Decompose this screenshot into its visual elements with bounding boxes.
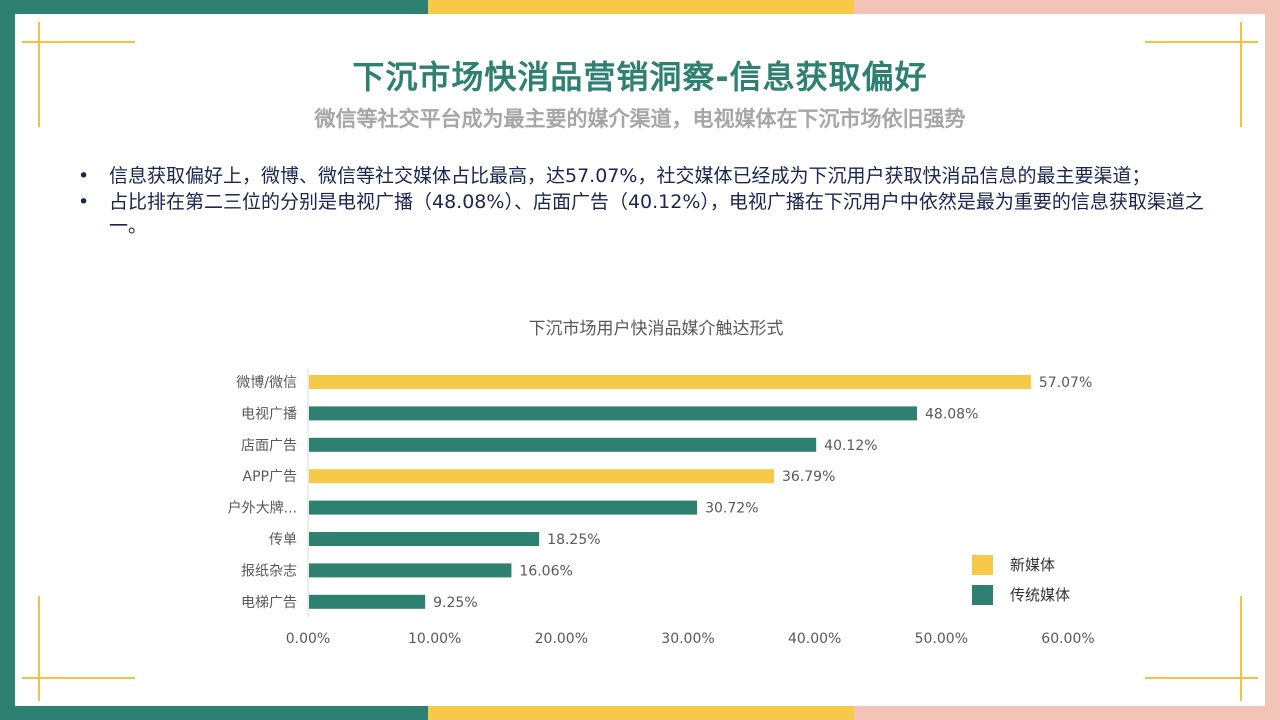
category-label: 电梯广告: [241, 595, 297, 611]
x-tick-label: 0.00%: [286, 631, 330, 647]
edge-left-green: [0, 0, 15, 720]
corner-tl-v: [38, 22, 40, 127]
legend-label: 传统媒体: [1010, 586, 1070, 604]
edge-top-pink: [854, 0, 1280, 14]
data-label: 18.25%: [547, 532, 600, 548]
legend-label: 新媒体: [1010, 556, 1055, 574]
bullet-item: • 占比排在第二三位的分别是电视广播（48.08%）、店面广告（40.12%），…: [78, 190, 1218, 238]
edge-right-pink: [1265, 0, 1280, 720]
bar: [309, 469, 775, 484]
category-label: 户外大牌...: [228, 500, 297, 517]
bar: [309, 406, 918, 421]
legend-swatch: [972, 555, 993, 575]
edge-bottom-green: [0, 706, 428, 720]
page-subtitle: 微信等社交平台成为最主要的媒介渠道，电视媒体在下沉市场依旧强势: [314, 107, 966, 131]
category-label: 微博/微信: [236, 374, 297, 391]
category-label: 电视广播: [241, 406, 297, 422]
bullet-marker: •: [78, 165, 90, 187]
x-tick-label: 10.00%: [408, 631, 461, 647]
x-tick-label: 20.00%: [535, 631, 588, 647]
edge-top-green: [0, 0, 428, 14]
chart-title: 下沉市场用户快消品媒介触达形式: [529, 319, 784, 339]
category-label: 报纸杂志: [241, 563, 297, 579]
bar: [309, 500, 698, 515]
category-label: 店面广告: [241, 438, 297, 454]
corner-bl-v: [38, 596, 40, 701]
corner-tl-h: [22, 41, 135, 43]
x-tick-label: 40.00%: [788, 631, 841, 647]
legend-swatch: [972, 585, 993, 605]
bar: [309, 594, 426, 609]
bullet-text: 占比排在第二三位的分别是电视广播（48.08%）、店面广告（40.12%），电视…: [109, 191, 1204, 237]
category-label: APP广告: [243, 469, 297, 485]
data-label: 36.79%: [782, 469, 835, 485]
x-tick-label: 50.00%: [915, 631, 968, 647]
corner-tr-v: [1240, 22, 1242, 127]
corner-bl-h: [22, 677, 135, 679]
data-label: 30.72%: [705, 501, 758, 517]
bar: [309, 437, 817, 452]
data-label: 9.25%: [433, 595, 477, 611]
data-label: 57.07%: [1039, 375, 1092, 391]
x-tick-label: 60.00%: [1041, 631, 1094, 647]
edge-bottom-yellow: [428, 706, 854, 720]
corner-br-v: [1240, 596, 1242, 701]
bullet-item: • 信息获取偏好上，微博、微信等社交媒体占比最高，达57.07%，社交媒体已经成…: [78, 164, 1218, 188]
bullet-marker: •: [78, 191, 90, 213]
data-label: 16.06%: [519, 563, 572, 579]
bar: [309, 532, 540, 546]
edge-top-yellow: [428, 0, 854, 14]
page-title: 下沉市场快消品营销洞察-信息获取偏好: [352, 58, 928, 96]
data-label: 40.12%: [824, 438, 877, 454]
bar: [309, 563, 512, 578]
corner-tr-h: [1145, 41, 1258, 43]
bullet-text: 信息获取偏好上，微博、微信等社交媒体占比最高，达57.07%，社交媒体已经成为下…: [109, 165, 1151, 187]
corner-br-h: [1145, 677, 1258, 679]
edge-bottom-pink: [854, 706, 1280, 720]
data-label: 48.08%: [925, 406, 978, 422]
bullet-list: • 信息获取偏好上，微博、微信等社交媒体占比最高，达57.07%，社交媒体已经成…: [78, 164, 1218, 240]
category-label: 传单: [269, 532, 297, 548]
x-tick-label: 30.00%: [661, 631, 714, 647]
bar: [309, 375, 1031, 389]
